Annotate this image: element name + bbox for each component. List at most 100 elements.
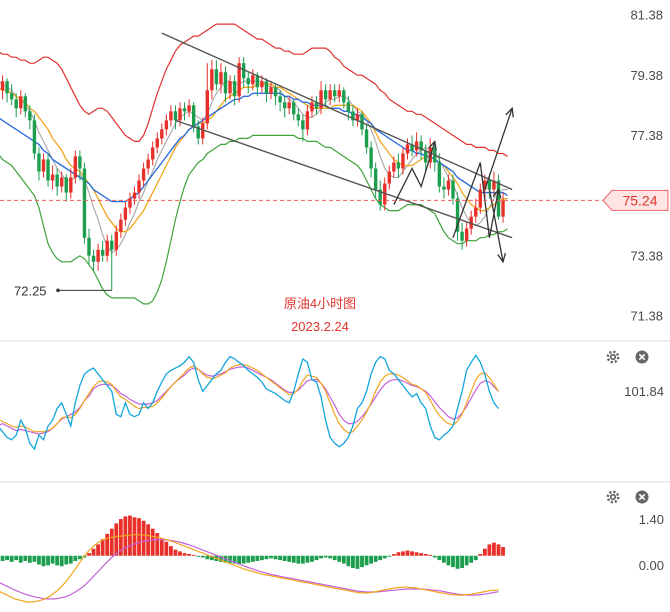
macd-histogram-bar bbox=[155, 533, 160, 556]
candle bbox=[73, 150, 78, 184]
candle bbox=[278, 90, 282, 112]
candle bbox=[387, 165, 391, 190]
candle bbox=[342, 87, 346, 109]
candle bbox=[187, 99, 191, 118]
candle-body bbox=[223, 72, 228, 94]
candle-body bbox=[60, 177, 64, 187]
candle-body bbox=[346, 102, 351, 112]
zigzag-arrow-head bbox=[428, 139, 437, 151]
candle-body bbox=[260, 81, 264, 88]
candle-body bbox=[82, 168, 87, 238]
candle-body bbox=[401, 153, 405, 169]
candle-body bbox=[73, 156, 78, 178]
candle bbox=[405, 138, 410, 160]
candle bbox=[119, 213, 123, 238]
candle bbox=[373, 162, 378, 199]
trend-drawings bbox=[161, 32, 514, 264]
candle bbox=[110, 234, 114, 291]
candle-body bbox=[196, 126, 200, 139]
macd-histogram-bar bbox=[373, 555, 378, 562]
macd-histogram-bar bbox=[232, 555, 237, 564]
current-price-label: 75.24 bbox=[622, 192, 657, 208]
candle-body bbox=[100, 249, 105, 256]
candle-body bbox=[151, 147, 155, 160]
macd-dea-line bbox=[0, 538, 499, 600]
candle bbox=[82, 162, 87, 244]
candle-body bbox=[464, 228, 469, 241]
candle-body bbox=[119, 219, 123, 232]
candle bbox=[46, 153, 50, 187]
candle bbox=[319, 81, 323, 115]
candle-body bbox=[50, 174, 55, 181]
candle-body bbox=[228, 81, 232, 94]
candle-body bbox=[87, 237, 91, 256]
macd-histogram-bar bbox=[169, 546, 173, 556]
candle-body bbox=[182, 108, 187, 112]
candle bbox=[442, 177, 446, 199]
candle-body bbox=[114, 231, 118, 250]
kdj-close-button[interactable] bbox=[635, 350, 649, 364]
candle bbox=[396, 153, 401, 178]
macd-histogram-bar bbox=[423, 553, 428, 556]
macd-histogram-bar bbox=[282, 555, 287, 561]
candle bbox=[182, 102, 187, 121]
candle bbox=[314, 96, 319, 115]
candle bbox=[232, 75, 237, 106]
candle-body bbox=[178, 108, 182, 121]
macd-histogram-bar bbox=[100, 539, 105, 556]
candle bbox=[392, 156, 396, 178]
candle bbox=[264, 78, 269, 103]
macd-histogram-bar bbox=[419, 553, 424, 556]
macd-histogram-bar bbox=[250, 555, 255, 562]
candle bbox=[282, 96, 287, 118]
macd-histogram-bar bbox=[437, 555, 442, 561]
candle-body bbox=[205, 90, 209, 124]
macd-histogram-bar bbox=[9, 555, 14, 562]
candle bbox=[78, 150, 82, 181]
candle bbox=[69, 168, 73, 199]
candle bbox=[173, 105, 178, 130]
candle bbox=[296, 108, 300, 127]
macd-histogram-bar bbox=[378, 555, 383, 561]
macd-histogram-bar bbox=[237, 555, 242, 565]
candle-body bbox=[91, 255, 96, 262]
candle bbox=[501, 192, 505, 223]
candle-body bbox=[269, 87, 273, 94]
candle-body bbox=[255, 75, 260, 88]
candle bbox=[169, 105, 173, 127]
candle bbox=[0, 75, 5, 100]
macd-histogram-bar bbox=[451, 555, 455, 568]
candle bbox=[328, 84, 332, 106]
macd-histogram-bar bbox=[23, 555, 28, 561]
candle bbox=[469, 210, 473, 235]
macd-histogram-bar bbox=[41, 555, 46, 567]
macd-histogram-bar bbox=[32, 555, 37, 562]
macd-histogram-bar bbox=[314, 555, 319, 561]
candle bbox=[87, 228, 91, 265]
macd-histogram-bar bbox=[496, 544, 501, 556]
candle-body bbox=[451, 180, 455, 199]
candle bbox=[410, 135, 414, 157]
zigzag-path bbox=[393, 141, 436, 205]
price-tick-label: 71.38 bbox=[630, 309, 663, 324]
macd-settings-button[interactable] bbox=[606, 490, 620, 504]
candle-body bbox=[232, 81, 237, 97]
macd-histogram-bar bbox=[328, 555, 333, 559]
candle-body bbox=[323, 90, 328, 100]
price-tick-label: 73.38 bbox=[630, 248, 663, 263]
kdj-settings-button[interactable] bbox=[606, 350, 620, 364]
candle bbox=[19, 90, 23, 115]
macd-close-button[interactable] bbox=[635, 490, 649, 504]
macd-histogram-bar bbox=[296, 555, 301, 564]
candle bbox=[455, 192, 460, 241]
candle bbox=[446, 174, 451, 196]
macd-histogram-bar bbox=[191, 554, 196, 556]
candle-body bbox=[128, 198, 132, 208]
macd-histogram-bar bbox=[132, 517, 137, 556]
candle-body bbox=[437, 162, 442, 187]
candle bbox=[451, 174, 455, 205]
macd-histogram-bar bbox=[260, 555, 264, 561]
candle-body bbox=[132, 192, 137, 199]
candle-body bbox=[392, 162, 396, 172]
candle-body bbox=[478, 189, 482, 208]
